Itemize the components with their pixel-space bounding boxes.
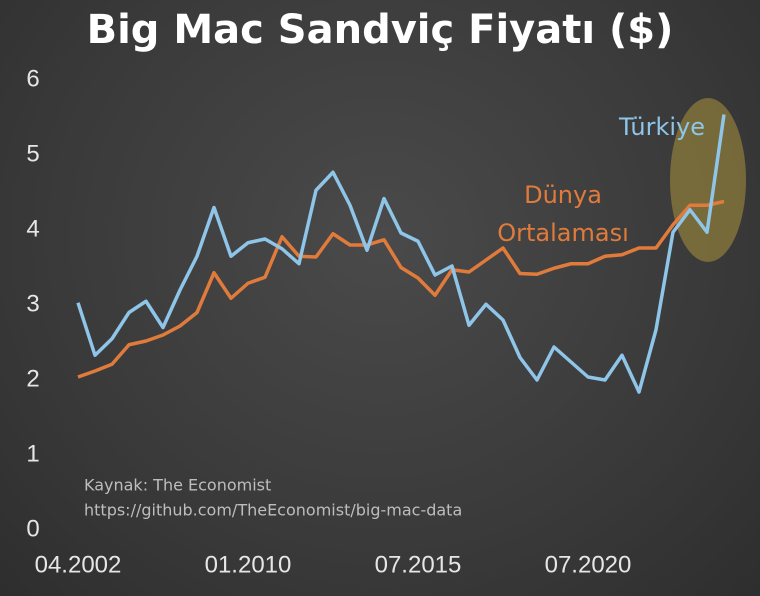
series-label: Türkiye: [618, 113, 705, 141]
y-tick-label: 6: [26, 65, 39, 92]
series-label: Dünya Ortalaması: [497, 181, 629, 247]
y-tick-label: 3: [26, 290, 39, 317]
x-tick-label: 04.2002: [35, 551, 122, 578]
source-note: https://github.com/TheEconomist/big-mac-…: [84, 501, 462, 520]
y-tick-label: 2: [26, 365, 39, 392]
x-tick-label: 07.2020: [545, 551, 632, 578]
y-tick-label: 1: [26, 440, 39, 467]
y-tick-label: 5: [26, 140, 39, 167]
source-note: Kaynak: The Economist: [84, 476, 271, 495]
y-tick-label: 4: [26, 215, 39, 242]
line: [76, 114, 726, 394]
chart-title: Big Mac Sandviç Fiyatı ($): [87, 7, 674, 53]
x-tick-label: 01.2010: [205, 551, 292, 578]
line: [77, 199, 725, 379]
highlight: [670, 98, 746, 262]
x-tick-label: 07.2015: [375, 551, 462, 578]
y-tick-label: 0: [26, 515, 39, 542]
